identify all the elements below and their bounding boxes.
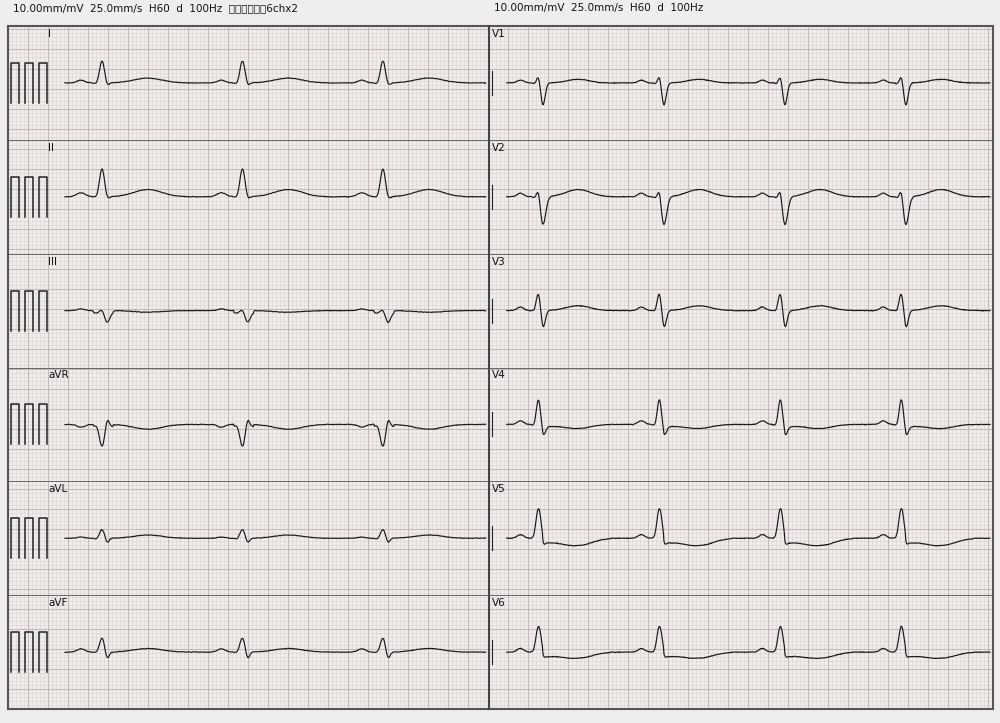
Text: II: II	[48, 143, 54, 153]
Text: 10.00mm/mV  25.0mm/s  H60  d  100Hz  波形連続型：6chx2: 10.00mm/mV 25.0mm/s H60 d 100Hz 波形連続型：6c…	[13, 3, 298, 13]
Text: V4: V4	[492, 370, 505, 380]
Text: aVR: aVR	[48, 370, 69, 380]
Text: aVF: aVF	[48, 598, 67, 608]
Text: III: III	[48, 257, 57, 267]
Text: aVL: aVL	[48, 484, 67, 495]
Text: 10.00mm/mV  25.0mm/s  H60  d  100Hz: 10.00mm/mV 25.0mm/s H60 d 100Hz	[494, 3, 703, 13]
Text: V5: V5	[492, 484, 505, 495]
Text: I: I	[48, 29, 51, 39]
Text: V6: V6	[492, 598, 505, 608]
Text: V3: V3	[492, 257, 505, 267]
Text: V1: V1	[492, 29, 505, 39]
Text: V2: V2	[492, 143, 505, 153]
